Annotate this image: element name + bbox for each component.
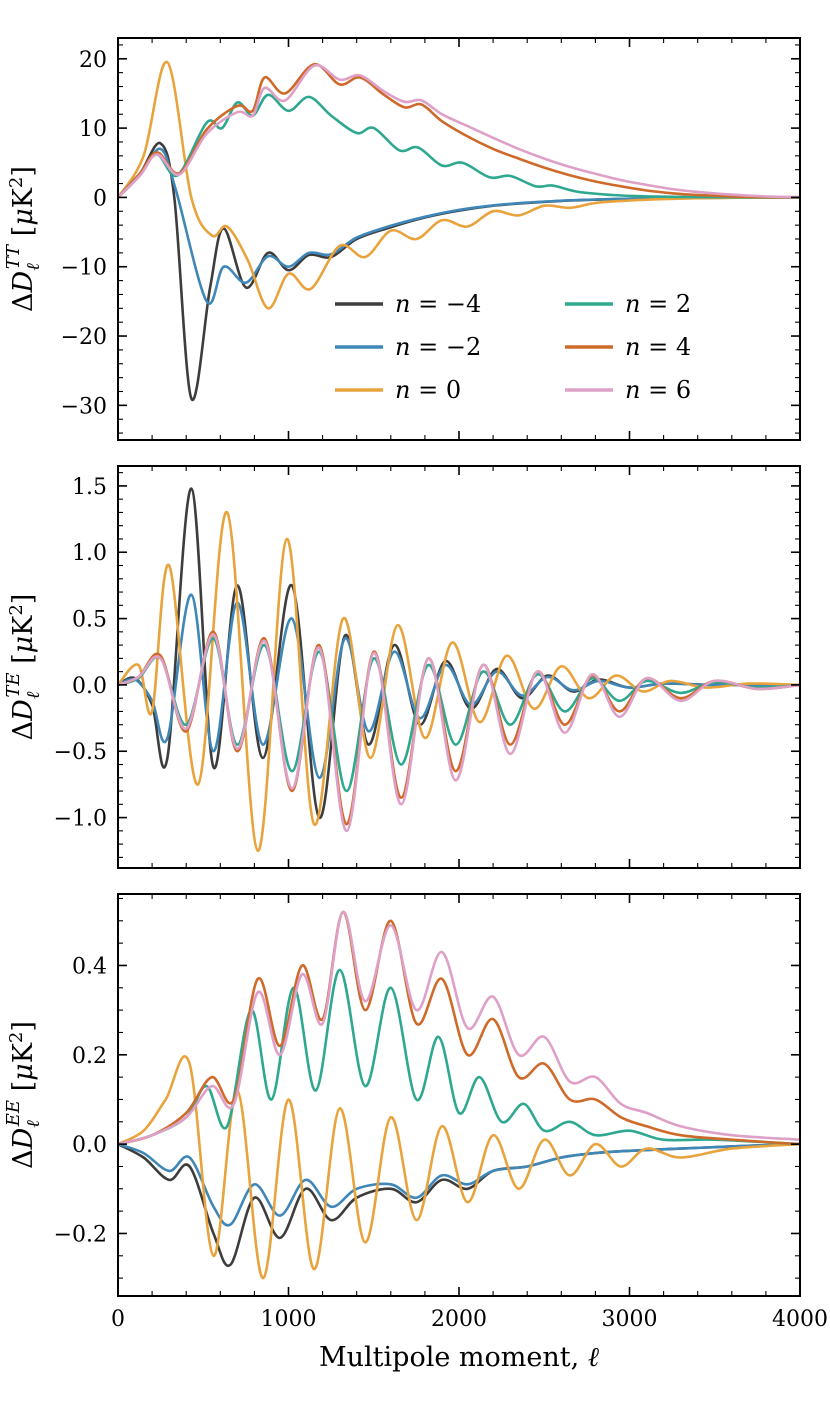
y-axis-label-part: TE — [3, 673, 24, 698]
panel-TE: 1.5 1.0 0.5 0.0 −0.5 −1.0 ΔDℓTE [μK2] — [3, 465, 801, 869]
x-tick-label: 2000 — [431, 1307, 487, 1332]
y-tick-label: −30 — [61, 394, 107, 419]
y-axis-label-part: ] — [8, 166, 39, 177]
y-tick-label: −10 — [61, 256, 107, 281]
legend-var: n — [395, 333, 410, 361]
y-tick-label: 10 — [79, 117, 107, 142]
x-tick-label: 1000 — [261, 1307, 317, 1332]
series-line-TT-5 — [118, 63, 800, 199]
y-tick-label: 0.0 — [72, 674, 107, 699]
y-axis-label-EE: ΔDℓEE [μK2] — [3, 1021, 44, 1169]
legend-value: = 6 — [640, 376, 691, 404]
y-axis-label-part: 2 — [6, 177, 27, 188]
y-tick-label: 0.2 — [72, 1044, 107, 1069]
y-axis-label-part: Δ — [8, 1149, 39, 1169]
series-line-TT-2 — [118, 60, 800, 310]
y-tick-label: −0.5 — [54, 740, 107, 765]
y-axis-label-part: EE — [3, 1100, 24, 1127]
legend-value: = −2 — [410, 333, 481, 361]
y-tick-label: 0.4 — [72, 954, 107, 979]
y-axis-label-part: μ — [8, 208, 39, 226]
y-tick-label: 20 — [79, 48, 107, 73]
series-line-EE-5 — [118, 910, 800, 1146]
x-tick-label: 4000 — [772, 1307, 828, 1332]
y-axis-label-part: Δ — [8, 292, 39, 312]
legend-var: n — [395, 376, 410, 404]
y-tick-label: 1.0 — [72, 541, 107, 566]
y-tick-label: −0.2 — [54, 1222, 107, 1247]
legend-label: n = 6 — [625, 376, 691, 404]
y-axis-label-part: [ — [8, 226, 39, 245]
legend-var: n — [395, 290, 410, 318]
legend-label: n = 4 — [625, 333, 691, 361]
y-axis-label-part: ] — [8, 594, 39, 605]
y-axis-label-part: 2 — [6, 604, 27, 615]
y-axis-label-TT: ΔDℓTT [μK2] — [3, 166, 44, 312]
y-tick-label: −1.0 — [54, 807, 107, 832]
y-tick-label: 0.5 — [72, 608, 107, 633]
series-line-EE-2 — [118, 1055, 800, 1280]
x-tick-label: 0 — [111, 1307, 125, 1332]
x-axis-label-symbol: ℓ — [587, 1342, 599, 1373]
series-line-EE-1 — [118, 1142, 800, 1227]
legend-label: n = 0 — [395, 376, 461, 404]
y-tick-label: 1.5 — [72, 475, 107, 500]
y-axis-label-part: D — [8, 699, 39, 722]
y-axis-label-part: D — [8, 270, 39, 293]
y-tick-label: 0 — [93, 186, 107, 211]
panel-TT: 20 10 0 −10 −20 −30 ΔDℓTT [μK2] — [3, 37, 801, 441]
legend-value: = 0 — [410, 376, 461, 404]
legend-value: = −4 — [410, 290, 481, 318]
legend-item: n = 2 — [565, 290, 691, 318]
x-tick-label: 3000 — [602, 1307, 658, 1332]
x-axis-label: Multipole moment, ℓ — [118, 1342, 800, 1373]
x-axis-label-text: Multipole moment, — [319, 1342, 588, 1373]
y-axis-label-part: Δ — [8, 721, 39, 741]
series-line-TT-4 — [118, 63, 800, 199]
y-axis-label-part: D — [8, 1127, 39, 1150]
legend-var: n — [625, 376, 640, 404]
legend-label: n = 2 — [625, 290, 691, 318]
legend-item: n = −2 — [335, 333, 481, 361]
legend-value: = 2 — [640, 290, 691, 318]
legend-var: n — [625, 290, 640, 318]
y-axis-label-part: μ — [8, 1063, 39, 1081]
legend: n = −4n = −2n = 0n = 2n = 4n = 6 — [335, 290, 691, 404]
y-axis-label-part: ] — [8, 1021, 39, 1032]
series-line-TE-2 — [118, 511, 800, 853]
y-tick-label: −20 — [61, 325, 107, 350]
legend-item: n = −4 — [335, 290, 481, 318]
y-axis-label-TE: ΔDℓTE [μK2] — [3, 594, 44, 741]
y-axis-label-part: ℓ — [23, 691, 44, 699]
panel-EE: 0 1000 2000 3000 4000 0.4 0.2 0.0 −0.2 ΔDℓEE [μK2… — [3, 893, 828, 1332]
y-axis-label-part: μ — [8, 636, 39, 654]
y-axis-label-part: ℓ — [23, 1120, 44, 1128]
legend-var: n — [625, 333, 640, 361]
y-axis-label-part: 2 — [6, 1032, 27, 1043]
y-axis-label-part: [ — [8, 653, 39, 672]
series-line-TE-5 — [118, 633, 800, 833]
legend-item: n = 0 — [335, 376, 461, 404]
series-line-EE-4 — [118, 910, 800, 1146]
series-line-TT-3 — [118, 93, 800, 199]
legend-label: n = −4 — [395, 290, 481, 318]
legend-item: n = 4 — [565, 333, 691, 361]
series-line-EE-0 — [118, 1142, 800, 1268]
legend-item: n = 6 — [565, 376, 691, 404]
series-line-TT-1 — [118, 147, 800, 305]
y-axis-label-part: [ — [8, 1081, 39, 1100]
y-axis-label-part: ℓ — [23, 263, 44, 271]
series-line-EE-3 — [118, 968, 800, 1146]
legend-value: = 4 — [640, 333, 691, 361]
y-tick-label: 0.0 — [72, 1133, 107, 1158]
legend-label: n = −2 — [395, 333, 481, 361]
y-axis-label-part: K — [8, 1042, 39, 1063]
y-axis-label-part: TT — [3, 243, 24, 269]
y-axis-label-part: K — [8, 187, 39, 208]
y-axis-label-part: K — [8, 615, 39, 636]
